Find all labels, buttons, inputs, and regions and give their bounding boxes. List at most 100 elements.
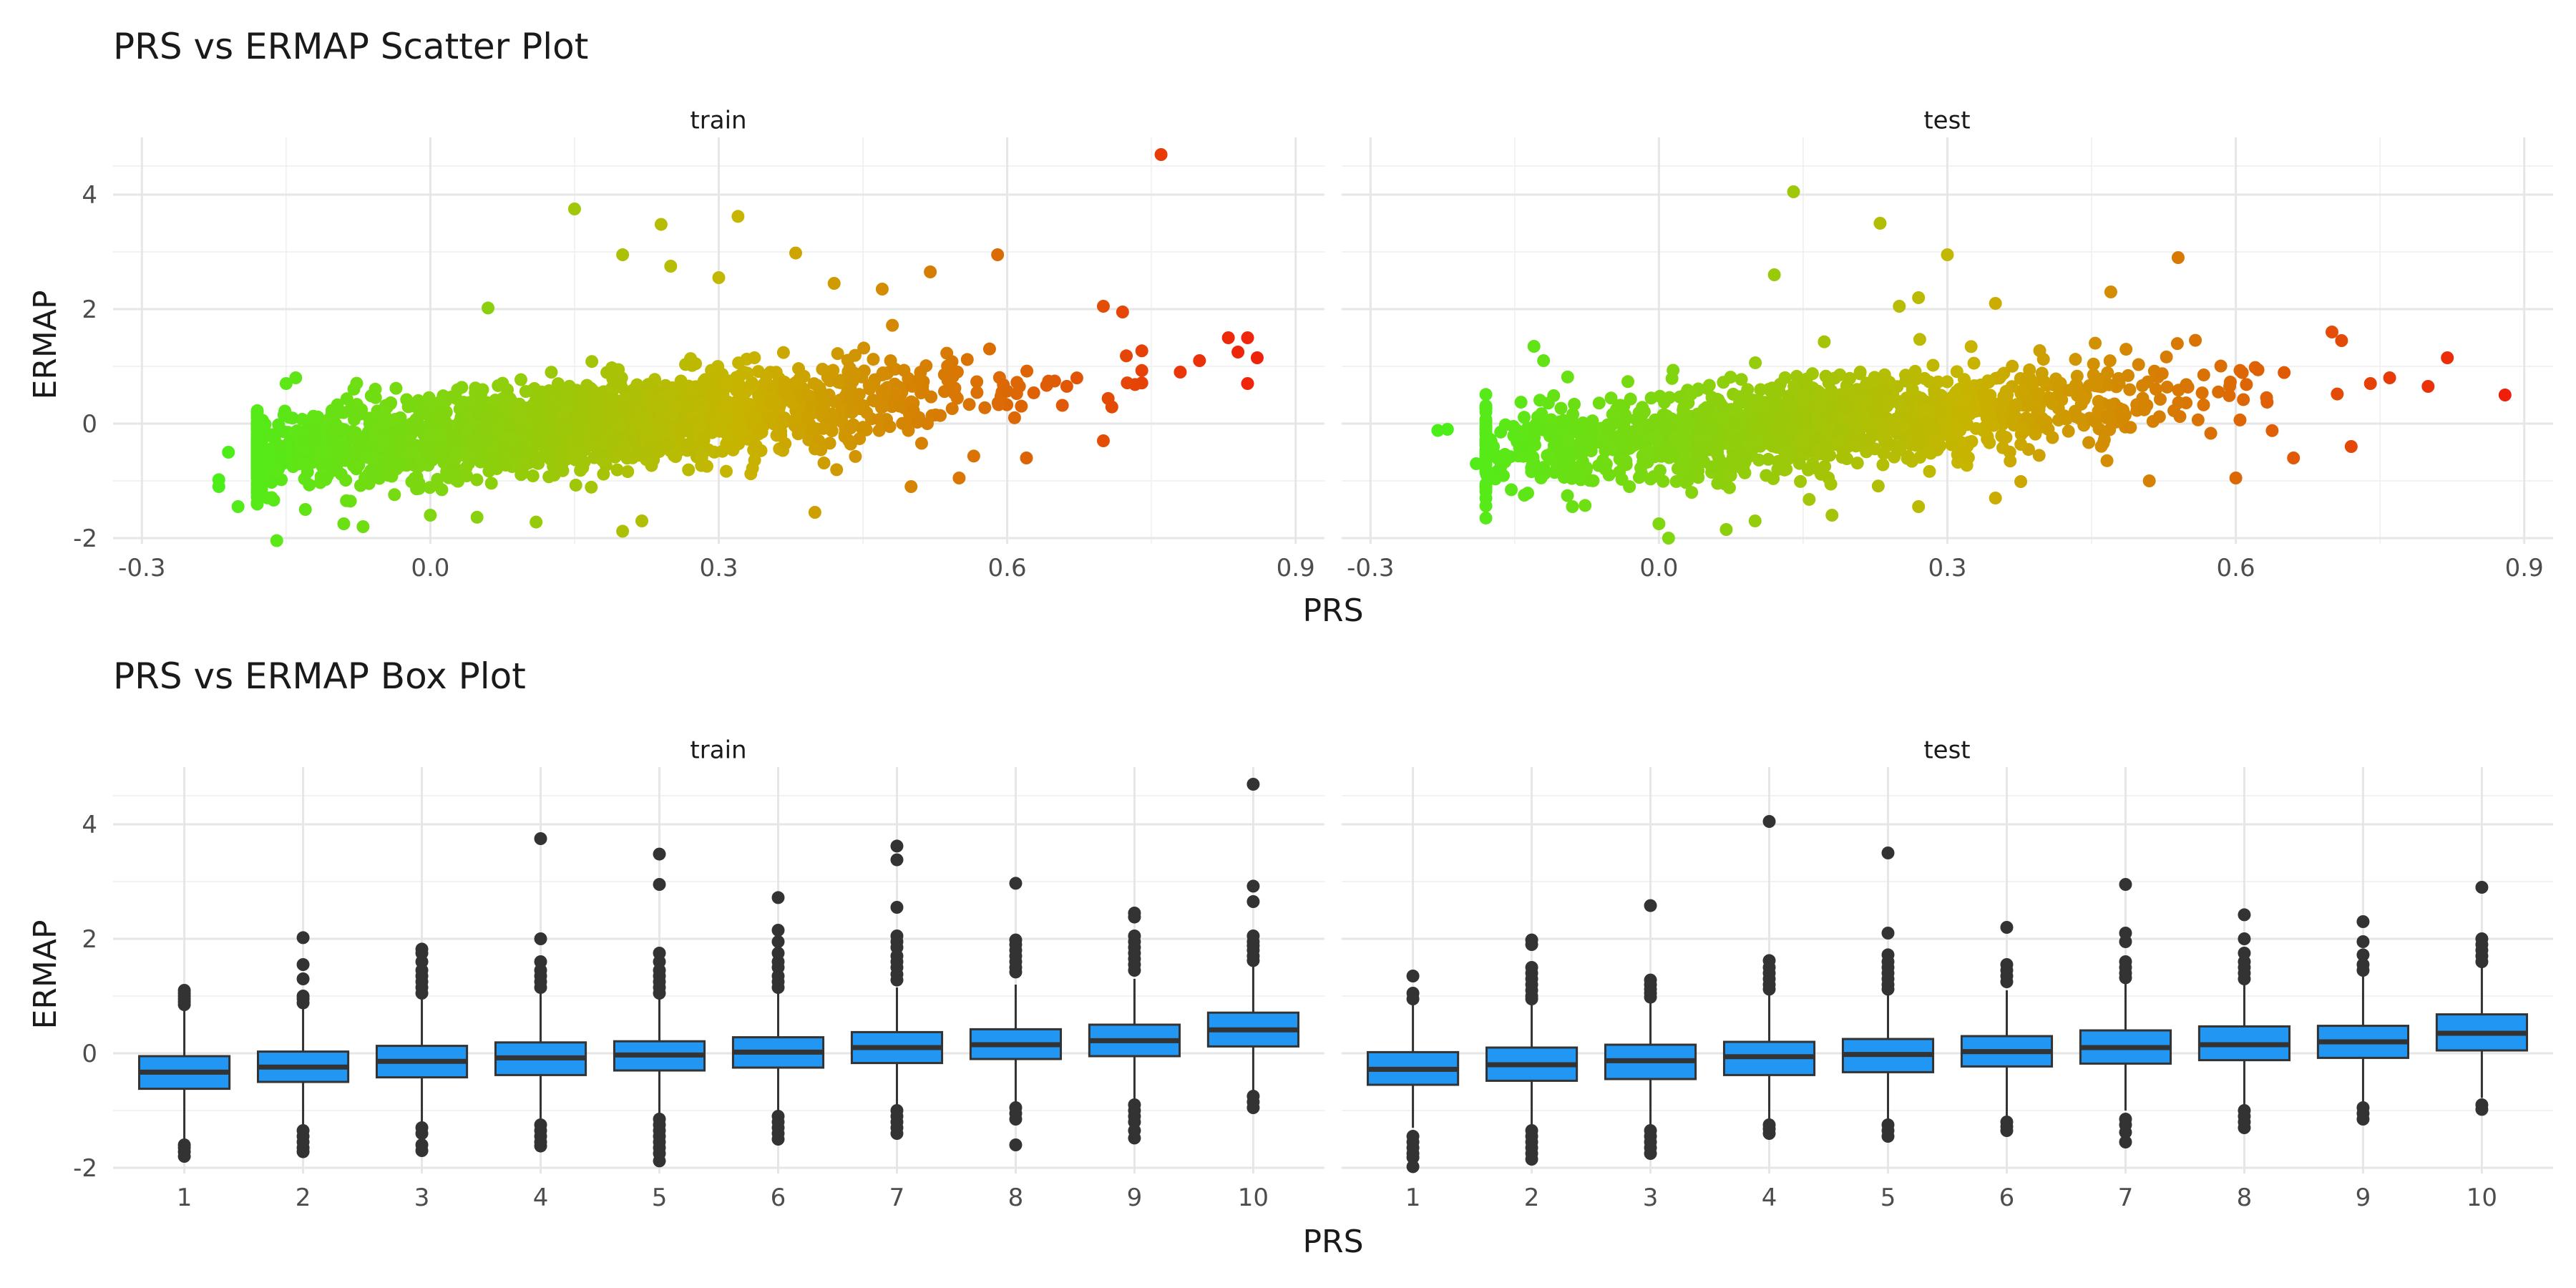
box-outlier-point <box>771 891 785 904</box>
scatter-point <box>2172 396 2185 409</box>
scatter-point <box>792 362 806 376</box>
scatter-point <box>2287 452 2301 464</box>
scatter-point <box>1779 447 1792 461</box>
scatter-point <box>610 463 624 477</box>
scatter-point <box>2083 379 2097 392</box>
scatter-point <box>1653 389 1667 403</box>
scatter-point <box>846 375 859 389</box>
scatter-point <box>306 409 320 423</box>
scatter-x-tick-label: 0.9 <box>2505 554 2544 582</box>
scatter-point <box>2136 379 2150 392</box>
scatter-point <box>2099 411 2113 424</box>
scatter-point <box>1615 472 1629 486</box>
box-outlier-point <box>1525 938 1538 951</box>
scatter-point <box>2112 376 2126 390</box>
scatter-point <box>1629 434 1643 448</box>
box-x-tick-label: 2 <box>296 1184 311 1212</box>
scatter-point <box>919 359 933 373</box>
scatter-point <box>1537 461 1551 474</box>
scatter-point <box>250 497 264 511</box>
scatter-point <box>924 265 937 278</box>
scatter-point <box>1609 416 1622 430</box>
scatter-point <box>1667 364 1680 377</box>
scatter-point <box>231 500 245 513</box>
scatter-point <box>817 457 831 470</box>
scatter-point <box>298 435 312 449</box>
scatter-point <box>2233 413 2247 426</box>
scatter-point <box>2142 474 2156 487</box>
scatter-point <box>2087 357 2100 371</box>
scatter-point <box>1669 474 1683 488</box>
scatter-point <box>2160 380 2174 394</box>
scatter-point <box>1802 492 1816 506</box>
scatter-point <box>595 437 608 451</box>
facet-label-test: test <box>1923 107 1970 135</box>
scatter-point <box>1557 414 1571 427</box>
scatter-point <box>733 401 746 414</box>
scatter-point <box>1635 408 1649 421</box>
scatter-point <box>678 438 692 452</box>
box-facet-strip-test <box>1342 731 2553 767</box>
boxes-train <box>138 778 1299 1168</box>
scatter-point <box>1893 443 1907 457</box>
scatter-point <box>1649 413 1662 426</box>
scatter-point <box>340 392 353 406</box>
scatter-point <box>875 283 889 296</box>
scatter-point <box>712 271 726 284</box>
scatter-y-tick-label: 2 <box>82 296 97 324</box>
box-outlier-point <box>1762 982 1776 996</box>
scatter-point <box>553 427 567 441</box>
scatter-point <box>571 429 585 442</box>
scatter-point <box>1479 426 1493 440</box>
scatter-point <box>1619 439 1632 453</box>
scatter-point <box>643 439 657 453</box>
scatter-point <box>1901 452 1914 465</box>
scatter-point <box>1633 424 1646 437</box>
box-outlier-point <box>2119 1136 2132 1148</box>
scatter-point <box>1809 431 1823 444</box>
scatter-point <box>1762 452 1775 466</box>
scatter-point <box>1787 185 1800 198</box>
box-x-tick-label: 7 <box>2118 1184 2134 1212</box>
scatter-point <box>373 472 386 485</box>
box-x-tick-label: 8 <box>1008 1184 1024 1212</box>
scatter-point <box>388 488 401 502</box>
scatter-point <box>2223 375 2237 389</box>
scatter-point <box>2498 389 2512 401</box>
scatter-point <box>2116 403 2129 416</box>
scatter-point <box>978 401 992 414</box>
scatter-point <box>2049 372 2063 386</box>
scatter-point <box>1875 429 1889 443</box>
scatter-point <box>716 368 729 381</box>
scatter-point <box>809 442 822 456</box>
scatter-point <box>2237 393 2250 406</box>
scatter-point <box>1658 439 1672 453</box>
scatter-point <box>1498 455 1512 469</box>
scatter-point <box>876 366 889 380</box>
scatter-point <box>667 396 680 409</box>
scatter-point <box>2014 438 2028 452</box>
scatter-point <box>424 509 437 522</box>
box-outlier-point <box>1406 970 1420 982</box>
scatter-point <box>563 391 577 405</box>
scatter-point <box>1561 370 1574 384</box>
scatter-point <box>857 341 871 355</box>
scatter-point <box>547 468 561 482</box>
scatter-point <box>2212 385 2225 399</box>
scatter-point <box>1947 428 1961 441</box>
scatter-point <box>830 463 844 477</box>
scatter-point <box>660 436 674 450</box>
box-y-tick-label: 4 <box>82 811 97 839</box>
scatter-point <box>1819 441 1833 454</box>
scatter-point <box>1621 375 1635 389</box>
scatter-point <box>879 382 892 396</box>
box-x-tick-label: 4 <box>533 1184 549 1212</box>
scatter-point <box>2014 421 2028 435</box>
scatter-point <box>1873 217 1887 230</box>
box-x-tick-label: 3 <box>1643 1184 1659 1212</box>
scatter-point <box>1566 500 1579 513</box>
box-outlier-point <box>2119 935 2132 948</box>
scatter-point <box>904 480 918 493</box>
box-outlier-point <box>1762 815 1776 828</box>
scatter-point <box>2124 421 2137 434</box>
